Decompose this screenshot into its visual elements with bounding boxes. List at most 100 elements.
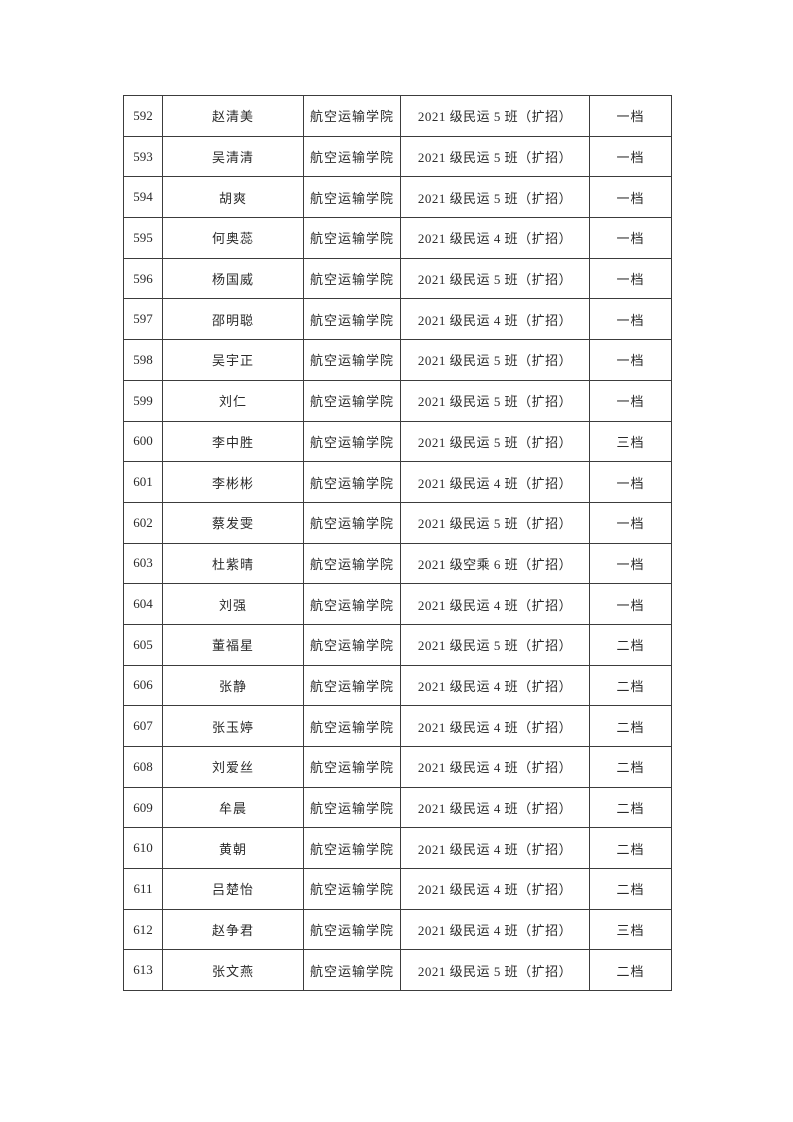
table-row: 599 刘仁 航空运输学院 2021 级民运 5 班（扩招） 一档 [123,379,672,422]
student-name-cell: 赵争君 [162,908,304,951]
table-row: 602 蔡发雯 航空运输学院 2021 级民运 5 班（扩招） 一档 [123,501,672,544]
student-number-cell: 610 [123,827,163,870]
student-name-cell: 吴宇正 [162,339,304,381]
student-table-body: 592 赵清美 航空运输学院 2021 级民运 5 班（扩招） 一档 593 吴… [123,95,672,992]
student-name-cell: 董福星 [162,623,304,666]
class-cell: 2021 级空乘 6 班（扩招） [400,542,590,585]
class-cell: 2021 级民运 4 班（扩招） [400,217,590,259]
level-cell: 一档 [589,542,672,585]
level-cell: 一档 [589,135,672,178]
college-cell: 航空运输学院 [303,746,401,788]
college-cell: 航空运输学院 [303,623,401,666]
level-cell: 二档 [589,827,672,870]
level-cell: 二档 [589,949,672,992]
student-number-cell: 611 [123,868,163,910]
table-row: 592 赵清美 航空运输学院 2021 级民运 5 班（扩招） 一档 [123,95,672,137]
student-number-cell: 594 [123,176,163,219]
table-row: 606 张静 航空运输学院 2021 级民运 4 班（扩招） 二档 [123,664,672,707]
college-cell: 航空运输学院 [303,705,401,747]
table-row: 595 何奥蕊 航空运输学院 2021 级民运 4 班（扩招） 一档 [123,217,672,259]
college-cell: 航空运输学院 [303,501,401,544]
table-row: 613 张文燕 航空运输学院 2021 级民运 5 班（扩招） 二档 [123,949,672,992]
class-cell: 2021 级民运 4 班（扩招） [400,664,590,707]
level-cell: 一档 [589,176,672,219]
student-name-cell: 刘强 [162,583,304,625]
table-row: 600 李中胜 航空运输学院 2021 级民运 5 班（扩招） 三档 [123,420,672,463]
student-name-cell: 邵明聪 [162,298,304,341]
student-number-cell: 596 [123,257,163,300]
student-name-cell: 吴清清 [162,135,304,178]
college-cell: 航空运输学院 [303,257,401,300]
student-name-cell: 何奥蕊 [162,217,304,259]
student-roster-table: 592 赵清美 航空运输学院 2021 级民运 5 班（扩招） 一档 593 吴… [123,95,672,992]
student-number-cell: 606 [123,664,163,707]
student-name-cell: 刘仁 [162,379,304,422]
class-cell: 2021 级民运 4 班（扩招） [400,461,590,503]
student-number-cell: 608 [123,746,163,788]
table-row: 609 牟晨 航空运输学院 2021 级民运 4 班（扩招） 二档 [123,786,672,829]
college-cell: 航空运输学院 [303,908,401,951]
college-cell: 航空运输学院 [303,461,401,503]
level-cell: 二档 [589,705,672,747]
table-row: 594 胡爽 航空运输学院 2021 级民运 5 班（扩招） 一档 [123,176,672,219]
table-row: 597 邵明聪 航空运输学院 2021 级民运 4 班（扩招） 一档 [123,298,672,341]
level-cell: 一档 [589,339,672,381]
student-number-cell: 602 [123,501,163,544]
college-cell: 航空运输学院 [303,217,401,259]
college-cell: 航空运输学院 [303,176,401,219]
level-cell: 二档 [589,623,672,666]
level-cell: 二档 [589,746,672,788]
college-cell: 航空运输学院 [303,583,401,625]
student-number-cell: 599 [123,379,163,422]
class-cell: 2021 级民运 5 班（扩招） [400,135,590,178]
class-cell: 2021 级民运 4 班（扩招） [400,786,590,829]
class-cell: 2021 级民运 5 班（扩招） [400,339,590,381]
college-cell: 航空运输学院 [303,135,401,178]
class-cell: 2021 级民运 4 班（扩招） [400,908,590,951]
class-cell: 2021 级民运 5 班（扩招） [400,623,590,666]
college-cell: 航空运输学院 [303,949,401,992]
table-row: 605 董福星 航空运输学院 2021 级民运 5 班（扩招） 二档 [123,623,672,666]
table-row: 612 赵争君 航空运输学院 2021 级民运 4 班（扩招） 三档 [123,908,672,951]
college-cell: 航空运输学院 [303,786,401,829]
class-cell: 2021 级民运 5 班（扩招） [400,95,590,137]
student-name-cell: 牟晨 [162,786,304,829]
college-cell: 航空运输学院 [303,420,401,463]
table-row: 596 杨国威 航空运输学院 2021 级民运 5 班（扩招） 一档 [123,257,672,300]
student-name-cell: 杨国威 [162,257,304,300]
class-cell: 2021 级民运 5 班（扩招） [400,501,590,544]
college-cell: 航空运输学院 [303,298,401,341]
class-cell: 2021 级民运 5 班（扩招） [400,257,590,300]
student-name-cell: 刘爱丝 [162,746,304,788]
class-cell: 2021 级民运 4 班（扩招） [400,868,590,910]
level-cell: 一档 [589,461,672,503]
level-cell: 二档 [589,868,672,910]
student-name-cell: 李彬彬 [162,461,304,503]
class-cell: 2021 级民运 5 班（扩招） [400,949,590,992]
college-cell: 航空运输学院 [303,664,401,707]
student-name-cell: 黄朝 [162,827,304,870]
student-number-cell: 601 [123,461,163,503]
student-number-cell: 604 [123,583,163,625]
student-name-cell: 李中胜 [162,420,304,463]
student-number-cell: 600 [123,420,163,463]
level-cell: 二档 [589,664,672,707]
table-row: 610 黄朝 航空运输学院 2021 级民运 4 班（扩招） 二档 [123,827,672,870]
college-cell: 航空运输学院 [303,542,401,585]
table-row: 604 刘强 航空运输学院 2021 级民运 4 班（扩招） 一档 [123,583,672,625]
level-cell: 一档 [589,379,672,422]
level-cell: 一档 [589,217,672,259]
college-cell: 航空运输学院 [303,95,401,137]
student-number-cell: 612 [123,908,163,951]
student-number-cell: 603 [123,542,163,585]
student-number-cell: 613 [123,949,163,992]
student-name-cell: 吕楚怡 [162,868,304,910]
table-row: 601 李彬彬 航空运输学院 2021 级民运 4 班（扩招） 一档 [123,461,672,503]
class-cell: 2021 级民运 4 班（扩招） [400,298,590,341]
student-number-cell: 605 [123,623,163,666]
student-number-cell: 597 [123,298,163,341]
level-cell: 一档 [589,95,672,137]
class-cell: 2021 级民运 4 班（扩招） [400,705,590,747]
level-cell: 一档 [589,583,672,625]
